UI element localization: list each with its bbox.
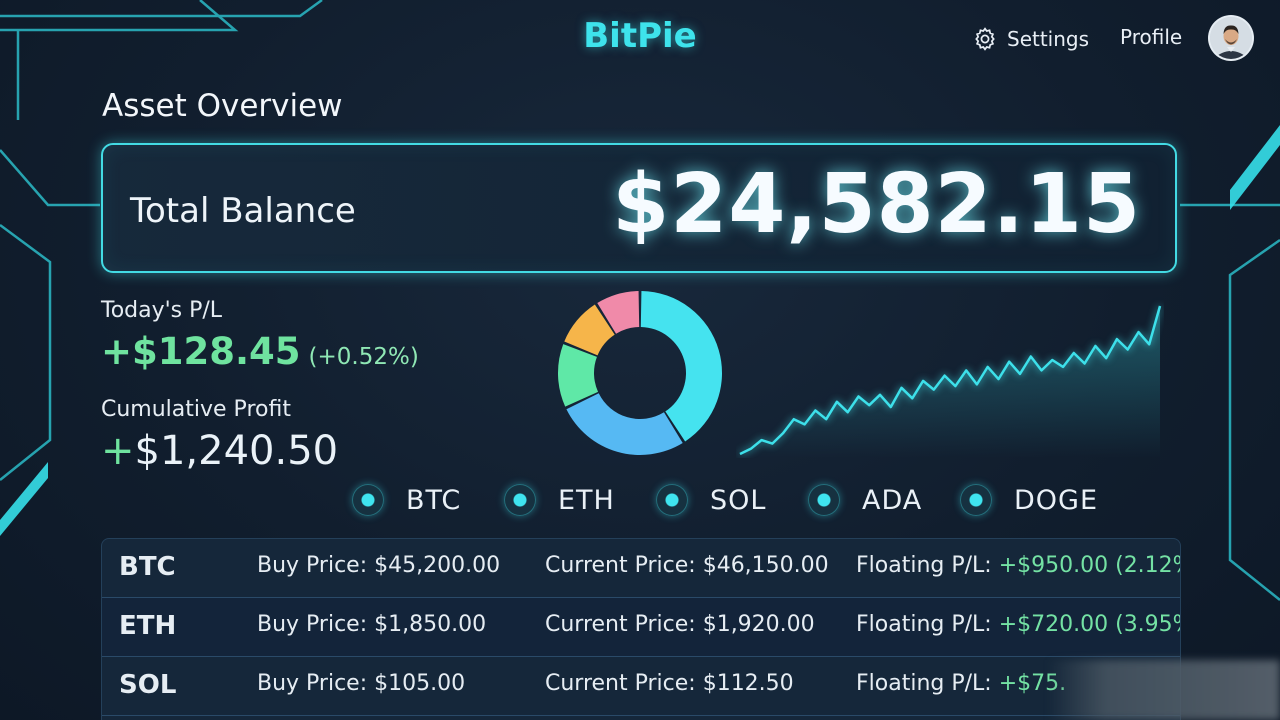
legend-dot-icon xyxy=(656,484,688,516)
cumulative-profit-sign: + xyxy=(101,428,135,474)
legend-label: ETH xyxy=(558,484,615,516)
avatar[interactable] xyxy=(1210,17,1252,59)
total-balance-label: Total Balance xyxy=(130,191,356,231)
asset-symbol: SOL xyxy=(119,670,177,700)
legend-dot-icon xyxy=(352,484,384,516)
floating-pl-value: +$720.00 (3.95%) xyxy=(998,612,1180,637)
donut-slice xyxy=(558,344,599,407)
legend-label: SOL xyxy=(710,484,767,516)
today-pl-percent: (+0.52%) xyxy=(308,344,419,370)
legend-dot-icon xyxy=(808,484,840,516)
gear-icon xyxy=(975,27,995,51)
floating-pl-label: Floating P/L: xyxy=(856,612,999,637)
holdings-table: BTC Buy Price: $45,200.00 Current Price:… xyxy=(101,538,1181,720)
floating-pl: Floating P/L: +$720.00 (3.95%) xyxy=(856,612,1180,637)
total-balance-card: Total Balance $24,582.15 xyxy=(101,143,1177,273)
donut-slice xyxy=(564,304,615,356)
trend-line xyxy=(739,305,1162,456)
settings-link[interactable]: Settings xyxy=(972,24,1089,54)
legend-item-ada[interactable]: ADA xyxy=(808,479,960,521)
asset-legend: BTC ETH SOL ADA DOGE xyxy=(352,479,1120,521)
watermark-blur xyxy=(1048,660,1280,720)
current-price: Current Price: $1,920.00 xyxy=(545,612,815,637)
today-pl-label: Today's P/L xyxy=(101,298,223,323)
today-pl-amount: +$128.45 xyxy=(101,330,301,373)
asset-symbol: BTC xyxy=(119,552,176,582)
donut-slice xyxy=(640,291,722,442)
legend-item-btc[interactable]: BTC xyxy=(352,479,504,521)
donut-slice xyxy=(597,291,640,334)
legend-item-sol[interactable]: SOL xyxy=(656,479,808,521)
legend-label: BTC xyxy=(406,484,462,516)
app-logo[interactable]: BitPie xyxy=(583,16,697,56)
today-pl-value: +$128.45 (+0.52%) xyxy=(101,330,419,373)
page-title: Asset Overview xyxy=(102,88,343,124)
asset-symbol: ETH xyxy=(119,611,177,641)
buy-price: Buy Price: $105.00 xyxy=(257,671,466,696)
cumulative-profit-value: +$1,240.50 xyxy=(101,428,338,474)
cumulative-profit-amount: $1,240.50 xyxy=(134,428,339,474)
floating-pl: Floating P/L: +$75. xyxy=(856,671,1066,696)
floating-pl-label: Floating P/L: xyxy=(856,671,999,696)
total-balance-value: $24,582.15 xyxy=(612,157,1141,252)
avatar-image xyxy=(1210,17,1252,59)
legend-label: DOGE xyxy=(1014,484,1099,516)
table-row[interactable]: ETH Buy Price: $1,850.00 Current Price: … xyxy=(102,598,1180,657)
buy-price: Buy Price: $45,200.00 xyxy=(257,553,501,578)
balance-trend-chart xyxy=(739,305,1162,458)
profile-link[interactable]: Profile xyxy=(1120,25,1183,49)
table-row[interactable]: BTC Buy Price: $45,200.00 Current Price:… xyxy=(102,539,1180,598)
donut-slice xyxy=(566,393,683,455)
floating-pl-label: Floating P/L: xyxy=(856,553,999,578)
current-price: Current Price: $46,150.00 xyxy=(545,553,829,578)
settings-label: Settings xyxy=(1007,27,1090,51)
legend-dot-icon xyxy=(504,484,536,516)
floating-pl: Floating P/L: +$950.00 (2.12%) xyxy=(856,553,1180,578)
table-row[interactable]: SOL Buy Price: $105.00 Current Price: $1… xyxy=(102,657,1180,716)
cumulative-profit-label: Cumulative Profit xyxy=(101,397,291,422)
floating-pl-value: +$950.00 (2.12%) xyxy=(998,553,1180,578)
legend-label: ADA xyxy=(862,484,923,516)
current-price: Current Price: $112.50 xyxy=(545,671,794,696)
buy-price: Buy Price: $1,850.00 xyxy=(257,612,487,637)
legend-dot-icon xyxy=(960,484,992,516)
allocation-donut-chart xyxy=(558,291,722,455)
legend-item-doge[interactable]: DOGE xyxy=(960,479,1120,521)
legend-item-eth[interactable]: ETH xyxy=(504,479,656,521)
